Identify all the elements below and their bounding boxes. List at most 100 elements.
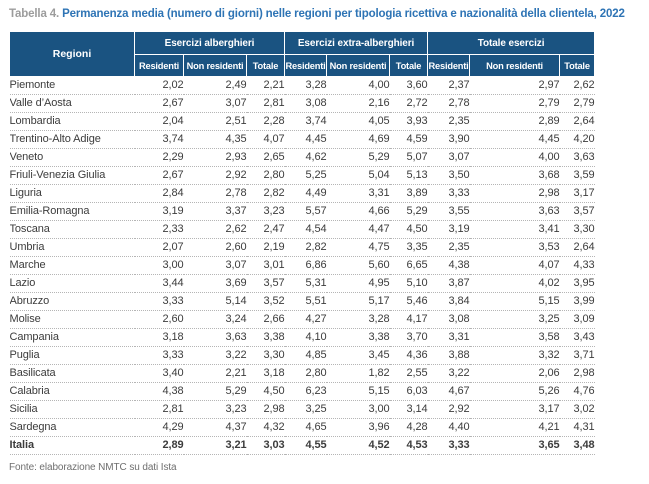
value-cell: 6,23 [284,382,327,401]
table-row: Piemonte 2,02 2,49 2,21 3,28 4,00 3,60 2,37 2,97… [9,76,595,95]
value-cell: 2,79 [559,94,595,113]
value-cell: 3,02 [559,400,595,419]
value-cell: 3,23 [183,400,247,419]
value-cell: 3,69 [183,274,247,293]
value-cell: 6,86 [284,256,327,275]
value-cell: 4,27 [284,310,327,329]
value-cell: 3,31 [427,328,470,347]
value-cell: 2,62 [183,220,247,239]
value-cell: 2,84 [134,184,184,203]
value-cell: 2,21 [246,76,285,95]
value-cell: 3,52 [246,292,285,311]
table-row: Valle d’Aosta 2,67 3,07 2,81 3,08 2,16 2,72 2,7… [9,94,595,113]
table-row: Calabria 4,38 5,29 4,50 6,23 5,15 6,03 4,67 5,26… [9,382,595,401]
value-cell: 3,17 [559,184,595,203]
subheader-totale-totale: Totale [559,54,596,77]
value-cell: 3,74 [284,112,327,131]
value-cell: 3,30 [559,220,595,239]
value-cell: 4,20 [559,130,595,149]
table-row: Liguria 2,84 2,78 2,82 4,49 3,31 3,89 3,33 2,98 3… [9,184,595,203]
value-cell: 4,59 [389,130,428,149]
value-cell: 3,95 [559,274,595,293]
value-cell: 4,07 [469,256,560,275]
value-cell: 3,63 [559,148,595,167]
value-cell: 2,82 [284,238,327,257]
value-cell: 3,23 [246,202,285,221]
value-cell: 2,04 [134,112,184,131]
value-cell: 4,67 [427,382,470,401]
table-row: Emilia-Romagna 3,19 3,37 3,23 5,57 4,66 5,29 3,… [9,202,595,221]
value-cell: 4,47 [326,220,390,239]
value-cell: 3,00 [134,256,184,275]
value-cell: 5,15 [469,292,560,311]
value-cell: 3,63 [469,202,560,221]
region-name: Lazio [9,274,135,293]
value-cell: 2,64 [559,112,595,131]
value-cell: 5,60 [326,256,390,275]
value-cell: 2,60 [134,310,184,329]
value-cell: 3,08 [427,310,470,329]
value-cell: 3,09 [559,310,595,329]
value-cell: 3,08 [284,94,327,113]
value-cell: 6,65 [389,256,428,275]
value-cell: 2,35 [427,112,470,131]
subheader-extra-residenti: Residenti [284,54,328,77]
value-cell: 4,66 [326,202,390,221]
value-cell: 3,25 [469,310,560,329]
value-cell: 2,47 [246,220,285,239]
value-cell: 4,54 [284,220,327,239]
value-cell: 3,00 [326,400,390,419]
value-cell: 3,33 [134,292,184,311]
table-header: Regioni Esercizi alberghieri Esercizi ex… [9,31,596,77]
value-cell: 4,38 [427,256,470,275]
value-cell: 5,25 [284,166,327,185]
value-cell: 1,82 [326,364,390,383]
value-cell: 3,18 [246,364,285,383]
value-cell: 3,07 [183,94,247,113]
value-cell: 3,30 [246,346,285,365]
value-cell: 4,85 [284,346,327,365]
value-cell: 3,87 [427,274,470,293]
value-cell: 4,37 [183,418,247,437]
region-name: Lombardia [9,112,135,131]
value-cell: 4,21 [469,418,560,437]
value-cell: 2,98 [246,400,285,419]
value-cell: 3,28 [284,76,327,95]
value-cell: 2,92 [427,400,470,419]
table-row: Marche 3,00 3,07 3,01 6,86 5,60 6,65 4,38 4,07 4,… [9,256,595,275]
table-row: Lazio 3,44 3,69 3,57 5,31 4,95 5,10 3,87 4,02 3,9… [9,274,595,293]
region-name: Italia [9,436,135,455]
value-cell: 5,13 [389,166,428,185]
value-cell: 4,53 [389,436,428,455]
value-cell: 3,88 [427,346,470,365]
table-row: Puglia 3,33 3,22 3,30 4,85 3,45 4,36 3,88 3,32 3,… [9,346,595,365]
value-cell: 2,37 [427,76,470,95]
value-cell: 3,22 [183,346,247,365]
value-cell: 3,93 [389,112,428,131]
value-cell: 3,55 [427,202,470,221]
value-cell: 5,46 [389,292,428,311]
value-cell: 3,19 [427,220,470,239]
value-cell: 4,52 [326,436,390,455]
value-cell: 2,33 [134,220,184,239]
value-cell: 4,45 [284,130,327,149]
value-cell: 2,35 [427,238,470,257]
value-cell: 2,62 [559,76,595,95]
value-cell: 3,37 [183,202,247,221]
table-row: Veneto 2,29 2,93 2,65 4,62 5,29 5,07 3,07 4,00 3,… [9,148,595,167]
value-cell: 4,33 [559,256,595,275]
value-cell: 3,07 [183,256,247,275]
subheader-extra-totale: Totale [389,54,429,77]
value-cell: 3,68 [469,166,560,185]
value-cell: 2,98 [469,184,560,203]
subheader-alberghieri-totale: Totale [245,54,286,77]
value-cell: 4,02 [469,274,560,293]
value-cell: 2,49 [183,76,247,95]
value-cell: 3,31 [326,184,390,203]
value-cell: 2,21 [183,364,247,383]
value-cell: 2,19 [246,238,285,257]
value-cell: 3,50 [427,166,470,185]
value-cell: 3,48 [559,436,595,455]
region-name: Molise [9,310,135,329]
region-name: Veneto [9,148,135,167]
